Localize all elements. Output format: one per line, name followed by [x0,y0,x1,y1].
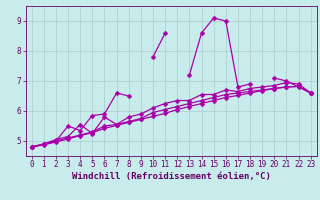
X-axis label: Windchill (Refroidissement éolien,°C): Windchill (Refroidissement éolien,°C) [72,172,271,181]
